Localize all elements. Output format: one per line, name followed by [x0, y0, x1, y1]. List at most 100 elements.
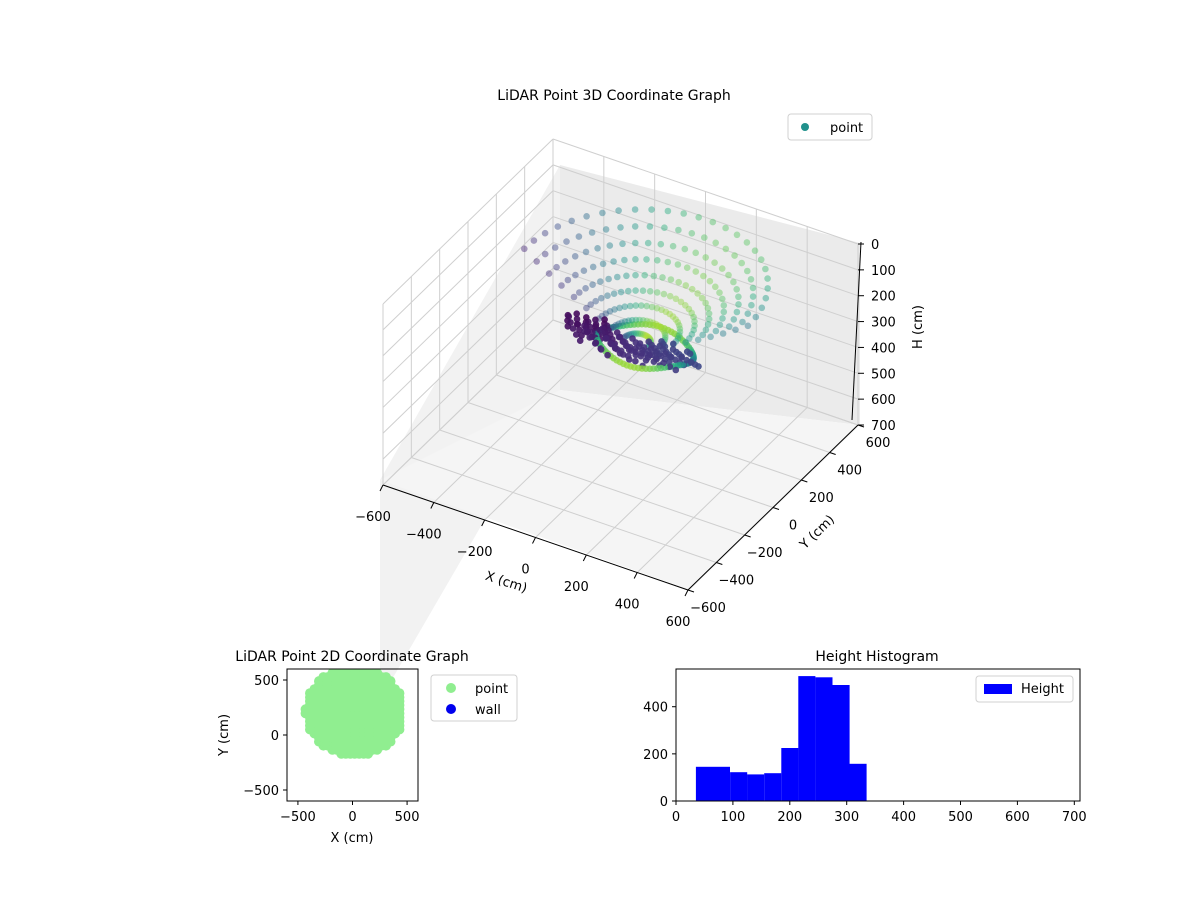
legend-2d-marker-point — [446, 683, 456, 693]
point-3d — [632, 302, 640, 309]
histogram-bars — [695, 676, 867, 802]
point-3d — [599, 260, 607, 268]
point-3d — [738, 259, 745, 267]
point-3d — [757, 256, 765, 263]
point-3d — [631, 223, 639, 230]
point-3d — [640, 344, 648, 351]
point-3d — [616, 304, 623, 312]
y-tick-label-3d: −600 — [690, 601, 726, 616]
point-3d — [719, 295, 726, 303]
histogram-frame — [675, 668, 1081, 802]
point-3d — [705, 315, 713, 323]
point-3d — [588, 229, 596, 236]
point-3d — [643, 302, 650, 310]
point-3d — [731, 252, 738, 259]
point-3d — [624, 332, 631, 339]
point-3d — [699, 331, 706, 339]
grid-floor-y — [467, 402, 774, 508]
point-2d — [394, 688, 405, 699]
point-3d — [646, 288, 654, 295]
point-3d — [598, 329, 606, 337]
y-axis-label-2d: Y (cm) — [217, 714, 232, 757]
point-3d — [688, 331, 696, 338]
point-3d — [575, 233, 583, 240]
legend-2d-label-wall: wall — [475, 703, 501, 718]
point-3d — [621, 303, 629, 311]
x-tick-3d — [633, 572, 638, 579]
z-tick-label-3d: 0 — [871, 238, 879, 253]
ticks-2d: −500 0 500 −500 0 500 — [243, 674, 419, 825]
histogram-title: Height Histogram — [815, 649, 938, 665]
point-3d — [751, 247, 759, 254]
point-3d — [645, 338, 652, 346]
point-3d — [672, 316, 679, 323]
point-3d — [658, 306, 665, 314]
point-3d — [735, 293, 742, 301]
point-3d — [634, 330, 642, 337]
point-3d — [716, 321, 724, 329]
point-3d — [653, 304, 661, 312]
x-tick-label-3d: 200 — [564, 580, 589, 595]
grid-back-z — [552, 293, 859, 400]
point-3d — [667, 276, 675, 283]
point-3d — [582, 248, 590, 256]
point-3d — [583, 213, 590, 220]
grid-left-z — [382, 293, 554, 460]
legend-3d: point — [787, 113, 873, 141]
y-tick-label-histogram: 200 — [643, 748, 668, 763]
y-tick-label-3d: 400 — [837, 464, 862, 479]
point-3d — [667, 353, 674, 361]
point-3d — [692, 268, 700, 275]
x-tick-label-3d: 600 — [666, 615, 691, 630]
point-3d — [594, 245, 601, 252]
point-3d — [602, 310, 610, 317]
chart-2d-title: LiDAR Point 2D Coordinate Graph — [235, 649, 468, 665]
x-tick-label-histogram: 100 — [720, 810, 745, 825]
point-3d — [541, 229, 549, 237]
point-3d — [692, 249, 699, 257]
point-3d — [712, 283, 719, 291]
point-3d — [646, 223, 654, 230]
point-3d — [632, 287, 639, 294]
point-3d — [698, 294, 706, 302]
point-3d — [694, 336, 702, 344]
point-3d — [660, 359, 667, 367]
legend-histogram-label: Height — [1021, 682, 1064, 697]
point-3d — [660, 327, 668, 335]
point-3d — [662, 350, 669, 357]
point-3d — [648, 303, 656, 311]
x-tick-label-3d: −600 — [355, 510, 391, 525]
point-3d — [659, 325, 666, 333]
point-3d — [707, 333, 714, 341]
point-3d — [735, 301, 742, 308]
point-3d — [610, 323, 617, 331]
x-tick-label-histogram: 400 — [891, 810, 916, 825]
grid-left-z — [382, 319, 554, 486]
x-tick-label-3d: 400 — [615, 598, 640, 613]
point-3d — [764, 285, 771, 292]
point-3d — [666, 292, 674, 300]
point-3d — [623, 272, 630, 280]
histogram-bar — [764, 773, 782, 801]
point-3d — [563, 238, 570, 245]
point-3d — [677, 298, 685, 306]
point-3d — [676, 328, 684, 336]
point-3d — [597, 346, 605, 353]
y-tick-3d — [744, 534, 751, 538]
point-3d — [530, 237, 538, 244]
point-3d — [612, 321, 620, 329]
point-3d — [762, 265, 769, 273]
y-tick-3d — [829, 452, 836, 455]
grid-floor-y — [496, 374, 802, 481]
point-3d — [632, 255, 639, 263]
point-3d — [554, 223, 562, 230]
point-3d — [695, 214, 702, 221]
histogram-bar — [747, 774, 765, 801]
z-tick-label-3d: 400 — [871, 341, 896, 356]
point-3d — [652, 320, 660, 328]
y-tick-label-2d: 500 — [254, 674, 279, 689]
point-3d — [681, 245, 689, 253]
point-3d — [672, 356, 679, 364]
point-cloud-3d — [521, 206, 771, 374]
point-3d — [712, 239, 719, 247]
